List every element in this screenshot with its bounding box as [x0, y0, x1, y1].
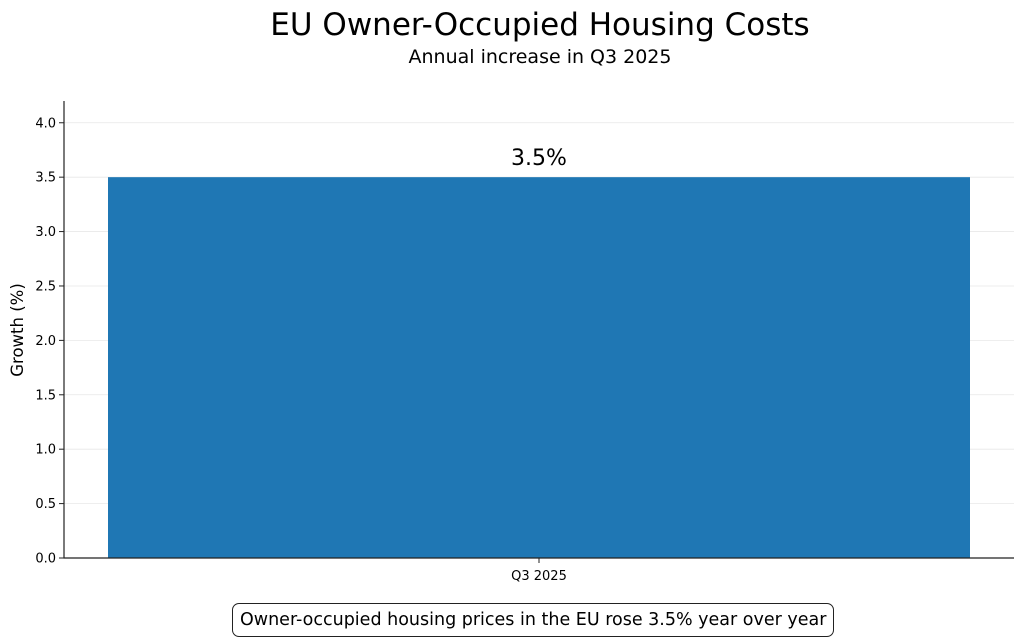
chart-subtitle: Annual increase in Q3 2025 — [408, 46, 671, 68]
y-tick-label: 0.5 — [35, 497, 56, 512]
y-tick-label: 1.5 — [35, 388, 56, 403]
bar-value-label: 3.5% — [511, 146, 567, 171]
annotation-box: Owner-occupied housing prices in the EU … — [232, 603, 835, 637]
x-tick-label: Q3 2025 — [511, 569, 567, 584]
y-tick-label: 0.0 — [35, 552, 56, 567]
y-tick-label: 4.0 — [35, 116, 56, 131]
y-tick-label: 3.5 — [35, 171, 56, 186]
y-tick-label: 1.0 — [35, 443, 56, 458]
y-tick-label: 2.0 — [35, 334, 56, 349]
bar — [108, 177, 970, 558]
y-tick-label: 2.5 — [35, 279, 56, 294]
y-tick-label: 3.0 — [35, 225, 56, 240]
y-axis-label: Growth (%) — [8, 283, 27, 377]
chart-title: EU Owner-Occupied Housing Costs — [270, 7, 809, 43]
